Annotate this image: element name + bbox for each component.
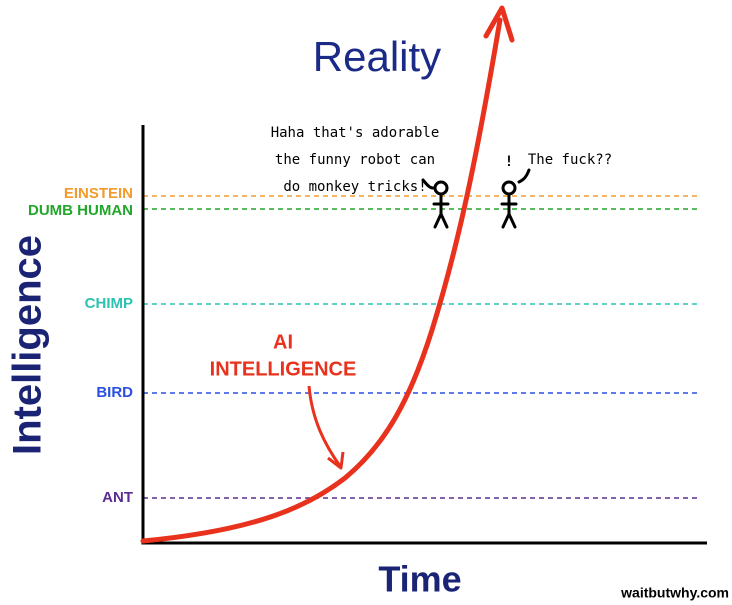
curve-label: INTELLIGENCE — [210, 358, 357, 380]
title: Reality — [313, 33, 441, 80]
level-label: DUMB HUMAN — [28, 202, 133, 219]
reaction: The fuck?? — [528, 152, 612, 168]
level-label: BIRD — [96, 384, 133, 401]
exclaim: ! — [505, 154, 513, 170]
stick-figure — [434, 182, 448, 227]
speech-line: Haha that's adorable — [271, 125, 440, 141]
ai-curve — [143, 20, 500, 541]
speech-line: do monkey tricks! — [283, 179, 426, 195]
level-label: EINSTEIN — [64, 185, 133, 202]
x-axis-label: Time — [378, 559, 461, 600]
curve-label: AI — [273, 331, 293, 353]
level-label: CHIMP — [85, 295, 133, 312]
level-label: ANT — [102, 489, 133, 506]
credit: waitbutwhy.com — [620, 585, 729, 601]
speech-tick — [519, 170, 529, 182]
stick-figure — [502, 182, 516, 227]
y-axis-label: Intelligence — [6, 235, 50, 455]
diagram: Reality EINSTEIN DUMB HUMAN CHIMP BIRD A… — [0, 0, 732, 605]
speech-line: the funny robot can — [275, 152, 435, 168]
label-arrow — [309, 386, 340, 466]
